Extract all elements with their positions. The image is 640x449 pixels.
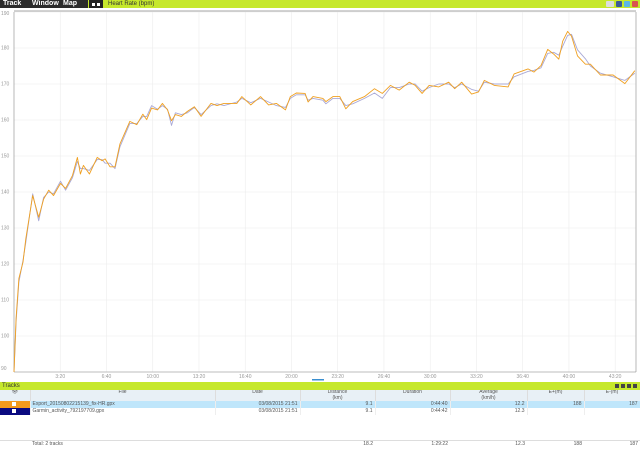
column-duration[interactable]: Duration <box>375 390 451 401</box>
visibility-checkbox[interactable] <box>11 401 16 406</box>
y-tick-label: 140 <box>1 190 10 196</box>
date-cell: 03/08/2015 21:51 <box>215 401 301 408</box>
y-tick-label: 150 <box>1 154 10 160</box>
tracks-panel-title: Tracks <box>2 383 20 389</box>
duration-cell: 0:44:42 <box>375 408 451 415</box>
column-elevation-loss[interactable]: E-(m) <box>584 390 640 401</box>
visibility-column-header[interactable]: 👁 <box>0 390 31 401</box>
menu-bar: Track Window Map <box>0 0 88 8</box>
x-tick-label: 13:20 <box>193 374 206 380</box>
y-tick-label: 100 <box>1 334 10 340</box>
facebook-icon[interactable] <box>616 1 622 7</box>
totals-distance: 18.2 <box>363 441 373 447</box>
y-tick-label: 170 <box>1 82 10 88</box>
x-tick-label: 36:40 <box>516 374 529 380</box>
x-tick-label: 23:20 <box>331 374 344 380</box>
column-date[interactable]: Date <box>215 390 301 401</box>
column-average[interactable]: Average (km/h) <box>450 390 528 401</box>
chart-view-title: Heart Rate (bpm) <box>108 1 155 7</box>
totals-row: Total: 2 tracks 18.2 1:29:22 12.3 188 18… <box>0 440 640 448</box>
track-color-cell[interactable] <box>0 408 31 415</box>
totals-label: Total: 2 tracks <box>32 441 63 447</box>
x-tick-label: 26:40 <box>378 374 391 380</box>
y-tick-label: 110 <box>1 298 9 304</box>
close-icon[interactable] <box>633 384 637 388</box>
float-icon[interactable] <box>621 384 625 388</box>
x-tick-label: 43:20 <box>609 374 622 380</box>
share-icon[interactable] <box>632 1 638 7</box>
series-line-1 <box>13 30 636 373</box>
menu-window[interactable]: Window <box>32 0 59 7</box>
view-toolbar <box>606 1 638 7</box>
file-cell: Garmin_activity_792197709.gpx <box>30 408 216 415</box>
x-tick-label: 10:00 <box>146 374 159 380</box>
distance-cell: 9.1 <box>300 401 376 408</box>
date-cell: 03/08/2015 21:51 <box>215 408 301 415</box>
average-cell: 12.3 <box>450 408 528 415</box>
y-tick-label: 90 <box>1 366 7 372</box>
column-file[interactable]: File <box>30 390 216 401</box>
table-row[interactable]: Export_20150802215139_fix-HR.gpx 03/08/2… <box>0 401 640 408</box>
elevation-gain-cell: 188 <box>527 401 585 408</box>
totals-average: 12.3 <box>515 441 525 447</box>
x-tick-label: 16:40 <box>239 374 252 380</box>
tracks-panel-header: Tracks <box>0 382 640 390</box>
menu-icon[interactable] <box>615 384 619 388</box>
x-tick-label: 6:40 <box>102 374 112 380</box>
distance-cell: 9.1 <box>300 408 376 415</box>
totals-elevation-loss: 187 <box>629 441 638 447</box>
track-color-cell[interactable] <box>0 401 31 408</box>
heart-rate-chart: 90 100 110 120 130 140 150 160 170 180 190 3:20 6:40… <box>1 10 637 381</box>
top-bar <box>0 0 640 8</box>
chart-window-controls[interactable] <box>89 0 103 8</box>
elevation-gain-cell <box>527 408 585 415</box>
maximize-icon[interactable] <box>627 384 631 388</box>
x-tick-label: 33:20 <box>470 374 483 380</box>
average-cell: 12.2 <box>450 401 528 408</box>
totals-duration: 1:29:22 <box>431 441 448 447</box>
column-elevation-gain[interactable]: E+(m) <box>527 390 585 401</box>
dropdown-icon <box>97 2 100 6</box>
chart-type-icon[interactable] <box>606 1 614 7</box>
restore-icon <box>92 2 95 6</box>
y-tick-label: 160 <box>1 118 10 124</box>
menu-map[interactable]: Map <box>63 0 77 7</box>
eye-icon: 👁 <box>11 390 18 395</box>
elevation-loss-cell <box>584 408 640 415</box>
x-tick-label: 3:20 <box>55 374 65 380</box>
column-distance[interactable]: Distance (km) <box>300 390 376 401</box>
x-tick-label: 30:00 <box>424 374 437 380</box>
y-tick-label: 120 <box>1 262 10 268</box>
twitter-icon[interactable] <box>624 1 630 7</box>
x-tick-label: 20:00 <box>285 374 298 380</box>
file-cell: Export_20150802215139_fix-HR.gpx <box>30 401 216 408</box>
tracks-table: 👁 File Date Distance (km) Duration Avera… <box>0 390 640 415</box>
y-tick-label: 190 <box>1 11 10 17</box>
y-tick-label: 180 <box>1 46 10 52</box>
menu-track[interactable]: Track <box>3 0 22 7</box>
table-row[interactable]: Garmin_activity_792197709.gpx 03/08/2015… <box>0 408 640 415</box>
duration-cell: 0:44:40 <box>375 401 451 408</box>
series-line-2 <box>13 33 636 373</box>
y-tick-label: 130 <box>1 226 10 232</box>
scrollbar-thumb[interactable] <box>312 379 324 381</box>
visibility-checkbox[interactable] <box>11 408 16 413</box>
x-tick-label: 40:00 <box>563 374 576 380</box>
totals-elevation-gain: 188 <box>573 441 582 447</box>
elevation-loss-cell: 187 <box>584 401 640 408</box>
